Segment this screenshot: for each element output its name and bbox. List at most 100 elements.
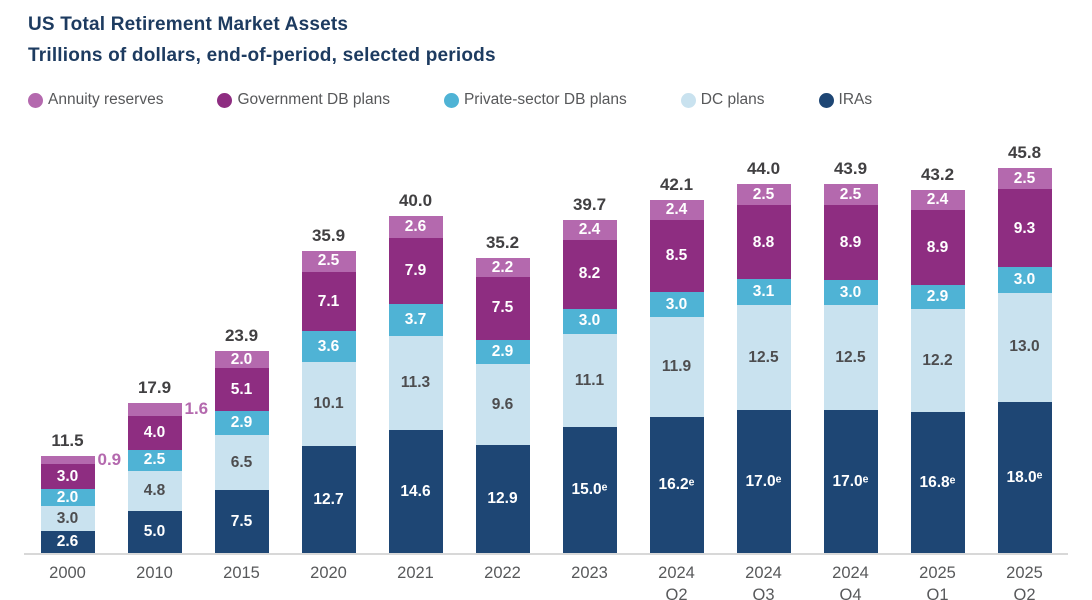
bar-column: 45.8 2.5 9.3 3.0 13.0 18.0ᵉ [981,143,1068,553]
bar-segment-label: 14.6 [400,482,431,500]
bar-segment: 8.9 [910,210,965,286]
stacked-bar: 2.5 8.9 3.0 12.5 17.0ᵉ [823,184,878,553]
x-axis-label: 2015 [223,564,260,582]
stacked-bar: 2.5 8.8 3.1 12.5 17.0ᵉ [736,184,791,553]
bar-segment: 16.2ᵉ [649,416,704,553]
bar-segment-label: 3.0 [665,295,688,313]
bar-segment-label: 6.5 [230,453,253,471]
legend-item: Annuity reserves [28,91,163,109]
bar-column: 42.1 2.4 8.5 3.0 11.9 16.2ᵉ [633,175,720,553]
chart-subtitle: Trillions of dollars, end-of-period, sel… [28,45,496,66]
bar-segment-label: 2.5 [1013,170,1036,188]
bar-total-label: 40.0 [398,191,433,211]
bar-segment-label: 2.4 [578,220,601,238]
stacked-bar: 1.6 4.0 2.5 4.8 5.0 [127,399,208,553]
bar-segment: 0.9 [40,450,121,469]
bar-segment-label: 17.0ᵉ [832,472,869,490]
x-axis-label: 2022 [484,564,521,582]
legend-swatch-icon [680,92,696,108]
chart-columns: 11.5 0.9 3.0 2.0 3.0 2.6 17.9 1.6 4.0 2.5 4.8 5.0 23… [24,123,1068,555]
bar-segment: 3.0 [40,506,95,532]
stacked-bar: 2.4 8.5 3.0 11.9 16.2ᵉ [649,200,704,553]
bar-segment-label: 2.0 [230,351,253,369]
legend-label: DC plans [700,91,765,108]
bar-segment-label: 16.2ᵉ [658,476,695,494]
bar-segment-label: 5.1 [230,380,253,398]
x-axis-label: 2000 [49,564,86,582]
bar-segment-label: 2.5 [143,451,166,469]
bar-segment-label: 2.5 [752,186,775,204]
bar-segment: 12.5 [823,305,878,411]
stacked-bar: 2.2 7.5 2.9 9.6 12.9 [475,258,530,553]
bar-column: 17.9 1.6 4.0 2.5 4.8 5.0 [111,378,208,553]
bar-segment-label: 2.6 [56,533,79,551]
bar-segment: 8.2 [562,239,617,309]
bar-segment-label: 2.5 [317,252,340,270]
legend-label: Annuity reserves [48,91,164,108]
bar-segment-label: 3.0 [56,467,79,485]
chart-title: US Total Retirement Market Assets [28,14,349,35]
bar-segment-label: 12.2 [922,351,953,369]
bar-segment: 8.9 [823,205,878,281]
bar-segment-label: 2.4 [926,191,949,209]
x-axis-label: 2025 Q2 [1006,564,1043,600]
bar-segment: 16.8ᵉ [910,411,965,553]
bar-segment-label: 12.7 [313,490,344,508]
bar-segment: 10.1 [301,361,356,447]
bar-segment-label: 3.1 [752,283,775,301]
bar-segment: 6.5 [214,435,269,490]
bar-segment-label: 8.9 [839,233,862,251]
bar-total-label: 42.1 [659,175,694,195]
bar-segment-label: 8.8 [752,233,775,251]
x-axis-label: 2024 Q4 [832,564,869,600]
bar-segment: 2.5 [736,184,791,206]
legend-label: IRAs [838,91,873,108]
bar-segment-label: 2.6 [404,218,427,236]
bar-segment: 7.9 [388,238,443,305]
stacked-bar: 2.4 8.9 2.9 12.2 16.8ᵉ [910,190,965,553]
bar-segment: 2.5 [823,184,878,206]
stacked-bar-chart: 11.5 0.9 3.0 2.0 3.0 2.6 17.9 1.6 4.0 2.5 4.8 5.0 23… [24,123,1068,600]
bar-segment: 2.9 [475,339,530,365]
bar-segment-label: 7.5 [491,299,514,317]
bar-segment-label: 3.0 [56,509,79,527]
bar-total-label: 43.9 [833,159,868,179]
bar-segment: 5.0 [127,511,182,553]
bar-segment-label: 7.1 [317,292,340,310]
bar-segment: 2.4 [649,200,704,221]
bar-segment-label: 8.5 [665,247,688,265]
bar-column: 44.0 2.5 8.8 3.1 12.5 17.0ᵉ [720,159,807,553]
bar-segment: 2.5 [301,250,356,272]
bar-segment: 7.1 [301,271,356,332]
bar-segment: 7.5 [475,276,530,340]
bar-segment: 2.9 [214,411,269,436]
chart-header: US Total Retirement Market Assets Trilli… [0,0,1092,67]
bar-segment: 3.0 [823,280,878,306]
x-axis-label: 2010 [136,564,173,582]
bar-total-label: 35.9 [311,225,346,245]
legend-item: DC plans [680,91,765,109]
legend-swatch-icon [28,92,43,108]
bar-segment: 3.0 [649,291,704,317]
bar-segment-label: 2.4 [665,201,688,219]
bar-total-label: 39.7 [572,194,607,214]
bar-segment-label: 12.5 [748,348,779,366]
bar-segment: 12.2 [910,309,965,412]
legend-item: Government DB plans [217,91,390,109]
bar-segment: 3.0 [562,308,617,334]
x-axis-label: 2023 [571,564,608,582]
bar-segment: 5.1 [214,368,269,412]
bar-segment-outside-label: 0.9 [97,450,122,470]
bar-segment-label: 2.9 [926,288,949,306]
bar-segment-label: 9.3 [1013,219,1036,237]
x-axis-label: 2021 [397,564,434,582]
bar-segment: 2.4 [562,219,617,240]
bar-segment: 2.5 [127,449,182,471]
bar-segment: 13.0 [997,292,1052,402]
bar-column: 35.2 2.2 7.5 2.9 9.6 12.9 [459,233,546,553]
stacked-bar: 2.6 7.9 3.7 11.3 14.6 [388,216,443,553]
bar-column: 35.9 2.5 7.1 3.6 10.1 12.7 [285,226,372,553]
bar-segment-label: 10.1 [313,395,344,413]
bar-segment-label: 9.6 [491,395,514,413]
bar-segment: 2.9 [910,285,965,310]
